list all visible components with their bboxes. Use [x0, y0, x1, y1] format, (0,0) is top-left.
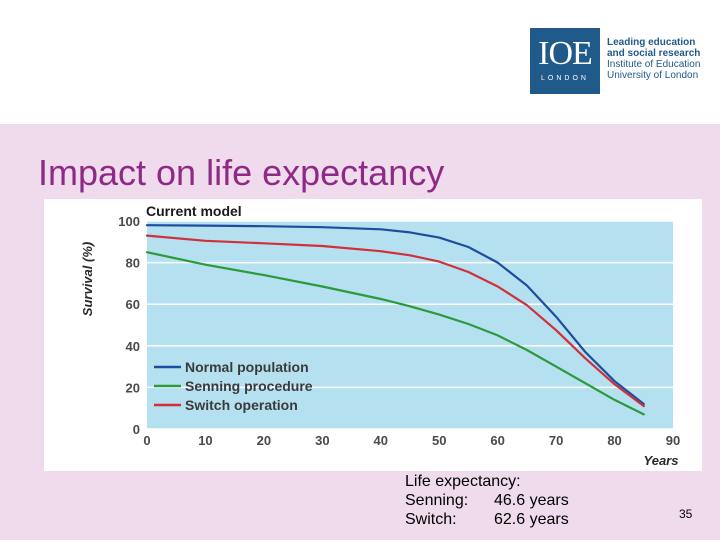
y-tick-label: 60: [126, 297, 140, 312]
chart-title: Current model: [146, 203, 242, 219]
x-tick-label: 10: [198, 433, 212, 448]
logo-line: and social research: [607, 48, 701, 59]
x-tick-label: 40: [374, 433, 388, 448]
survival-chart: 0 20 40 60 80 100 0 10 20 30 40 50 60 70 80 90 Current …: [80, 203, 680, 468]
x-tick-label: 70: [549, 433, 563, 448]
x-tick-label: 0: [143, 433, 150, 448]
logo-text: Leading education and social research In…: [607, 37, 717, 81]
x-tick-label: 20: [257, 433, 271, 448]
logo-subtext: LONDON: [541, 75, 589, 82]
y-tick-label: 80: [126, 256, 140, 271]
y-axis-title: Survival (%): [80, 242, 95, 316]
logo-mark: IOE: [538, 35, 593, 72]
series-line-senning-procedure: [145, 251, 645, 416]
logo-line: Leading education: [607, 37, 696, 48]
y-tick-label: 0: [133, 422, 140, 437]
note-row-switch: Switch: 62.6 years: [405, 510, 569, 529]
legend-label: Switch operation: [185, 397, 298, 413]
x-tick-label: 50: [432, 433, 446, 448]
series: [145, 224, 645, 416]
x-tick-label: 30: [315, 433, 329, 448]
x-tick-label: 90: [666, 433, 680, 448]
grid: [147, 220, 673, 430]
logo-line: University of London: [607, 70, 699, 81]
x-tick-label: 80: [607, 433, 621, 448]
legend-label: Senning procedure: [185, 378, 313, 394]
note-value: 46.6 years: [494, 492, 569, 509]
series-line-normal-population: [145, 224, 645, 406]
ioe-logo: IOE LONDON: [530, 28, 600, 94]
x-tick-label: 60: [490, 433, 504, 448]
series-line-switch-operation: [145, 234, 645, 408]
note-row-senning: Senning: 46.6 years: [405, 491, 569, 510]
note-label: Switch:: [405, 511, 457, 528]
slide-number: 35: [679, 507, 693, 521]
y-tick-label: 100: [118, 214, 140, 229]
logo-line: Institute of Education: [607, 59, 701, 70]
life-expectancy-note: Life expectancy: Senning: 46.6 years Swit…: [405, 472, 569, 529]
note-label: Senning:: [405, 492, 469, 509]
legend: Normal population Senning procedure Switch…: [154, 359, 313, 413]
slide-title: Impact on life expectancy: [38, 152, 445, 193]
note-heading: Life expectancy:: [405, 473, 521, 490]
axis-ticks: 0 20 40 60 80 100 0 10 20 30 40 50 60 70 80 90: [118, 214, 680, 448]
slide-content: Impact on life expectancy 0 20 40 60 80 100 0 1…: [0, 124, 720, 540]
x-axis-title: Years: [644, 453, 679, 468]
y-tick-label: 20: [126, 380, 140, 395]
legend-label: Normal population: [185, 359, 309, 375]
y-tick-label: 40: [126, 339, 140, 354]
slide-header: IOE LONDON Leading education and social …: [0, 0, 720, 124]
note-value: 62.6 years: [494, 511, 569, 528]
chart-panel: 0 20 40 60 80 100 0 10 20 30 40 50 60 70 80 90 Current …: [44, 199, 702, 471]
